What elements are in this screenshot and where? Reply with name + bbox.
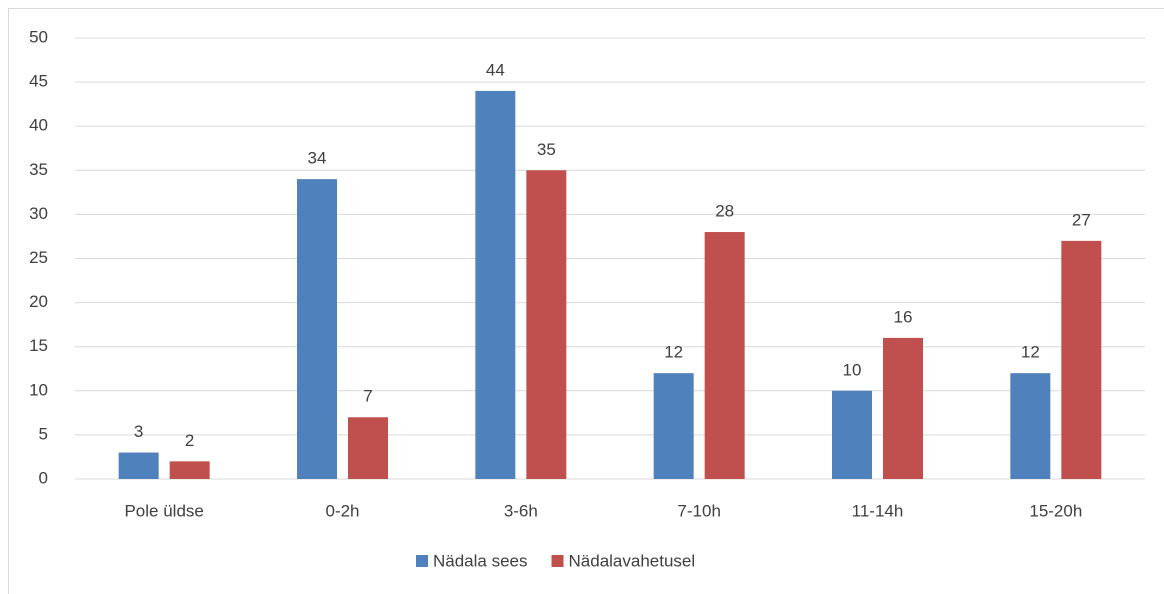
- data-label: 7: [363, 387, 372, 406]
- data-label: 35: [537, 140, 556, 159]
- x-tick-label: 15-20h: [1029, 501, 1082, 520]
- y-tick-label: 35: [29, 160, 48, 179]
- data-label: 12: [664, 343, 683, 362]
- bar: [297, 179, 337, 479]
- data-label: 2: [185, 431, 194, 450]
- y-tick-label: 50: [29, 27, 48, 46]
- y-tick-label: 0: [39, 468, 48, 487]
- bar: [475, 90, 516, 480]
- y-tick-label: 45: [29, 72, 48, 91]
- data-label: 28: [715, 202, 734, 221]
- x-tick-label: 3-6h: [504, 501, 538, 520]
- legend-swatch: [551, 555, 564, 567]
- y-tick-label: 5: [39, 424, 48, 443]
- bar: [653, 373, 694, 479]
- data-label: 3: [134, 422, 143, 441]
- y-tick-label: 15: [29, 336, 48, 355]
- bar: [1061, 240, 1102, 479]
- bar: [118, 452, 159, 479]
- y-tick-label: 25: [29, 248, 48, 267]
- y-tick-label: 10: [29, 380, 48, 399]
- y-tick-label: 20: [29, 292, 48, 311]
- bar: [526, 170, 567, 480]
- y-tick-label: 40: [29, 116, 48, 135]
- bar: [832, 390, 872, 479]
- legend-label: Nädalavahetusel: [569, 551, 696, 570]
- bar: [169, 461, 210, 479]
- x-tick-label: Pole üldse: [124, 501, 203, 520]
- bar: [1010, 373, 1051, 479]
- data-label: 12: [1021, 343, 1040, 362]
- x-tick-label: 0-2h: [325, 501, 359, 520]
- data-label: 34: [308, 149, 327, 168]
- data-label: 27: [1072, 210, 1091, 229]
- data-label: 10: [843, 360, 862, 379]
- data-label: 16: [894, 307, 913, 326]
- data-label: 44: [486, 60, 505, 79]
- x-tick-label: 11-14h: [852, 501, 904, 520]
- bar: [883, 337, 923, 479]
- legend-swatch: [416, 555, 428, 567]
- chart-border: [8, 8, 1164, 594]
- x-tick-label: 7-10h: [677, 501, 720, 520]
- bar: [348, 417, 388, 479]
- legend-label: Nädala sees: [433, 551, 528, 570]
- bar: [704, 232, 745, 479]
- y-tick-label: 30: [29, 204, 48, 223]
